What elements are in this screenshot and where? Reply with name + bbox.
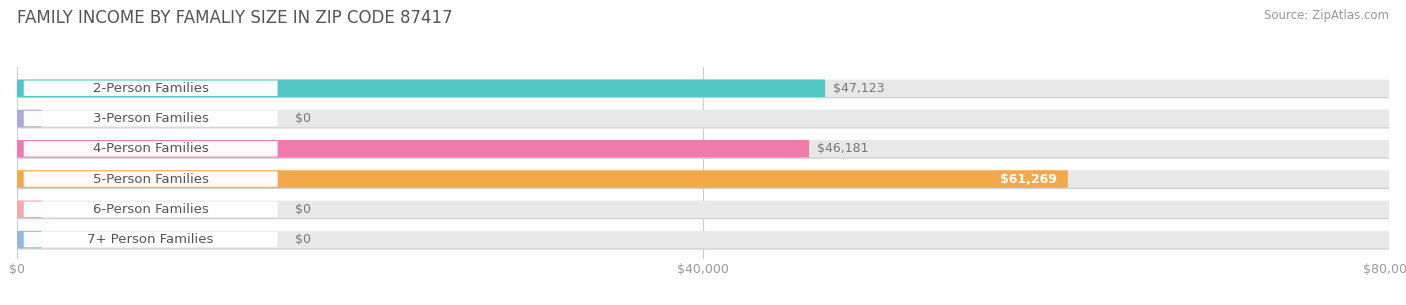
Text: 3-Person Families: 3-Person Families <box>93 112 208 125</box>
Text: $0: $0 <box>295 112 312 125</box>
FancyBboxPatch shape <box>24 202 277 217</box>
FancyBboxPatch shape <box>17 201 1389 218</box>
FancyBboxPatch shape <box>24 81 277 96</box>
FancyBboxPatch shape <box>17 232 1389 249</box>
FancyBboxPatch shape <box>17 111 1389 128</box>
Text: 5-Person Families: 5-Person Families <box>93 173 208 185</box>
FancyBboxPatch shape <box>17 231 42 248</box>
Text: $0: $0 <box>295 233 312 246</box>
FancyBboxPatch shape <box>24 232 277 247</box>
Text: 4-Person Families: 4-Person Families <box>93 142 208 155</box>
FancyBboxPatch shape <box>17 141 1389 159</box>
FancyBboxPatch shape <box>17 80 825 97</box>
Text: FAMILY INCOME BY FAMALIY SIZE IN ZIP CODE 87417: FAMILY INCOME BY FAMALIY SIZE IN ZIP COD… <box>17 9 453 27</box>
FancyBboxPatch shape <box>17 171 1389 189</box>
Text: $47,123: $47,123 <box>834 82 884 95</box>
FancyBboxPatch shape <box>17 140 808 158</box>
FancyBboxPatch shape <box>24 141 277 156</box>
FancyBboxPatch shape <box>17 110 1389 127</box>
Text: $46,181: $46,181 <box>817 142 869 155</box>
Text: $61,269: $61,269 <box>1000 173 1057 185</box>
FancyBboxPatch shape <box>17 170 1389 188</box>
FancyBboxPatch shape <box>17 140 1389 158</box>
FancyBboxPatch shape <box>17 201 42 218</box>
Text: Source: ZipAtlas.com: Source: ZipAtlas.com <box>1264 9 1389 22</box>
Text: 7+ Person Families: 7+ Person Families <box>87 233 214 246</box>
Text: $0: $0 <box>295 203 312 216</box>
FancyBboxPatch shape <box>17 231 1389 248</box>
FancyBboxPatch shape <box>17 110 42 127</box>
FancyBboxPatch shape <box>17 170 1067 188</box>
Text: 6-Person Families: 6-Person Families <box>93 203 208 216</box>
FancyBboxPatch shape <box>24 111 277 126</box>
FancyBboxPatch shape <box>24 171 277 187</box>
Text: 2-Person Families: 2-Person Families <box>93 82 208 95</box>
FancyBboxPatch shape <box>17 202 1389 219</box>
FancyBboxPatch shape <box>17 80 1389 97</box>
FancyBboxPatch shape <box>17 81 1389 98</box>
